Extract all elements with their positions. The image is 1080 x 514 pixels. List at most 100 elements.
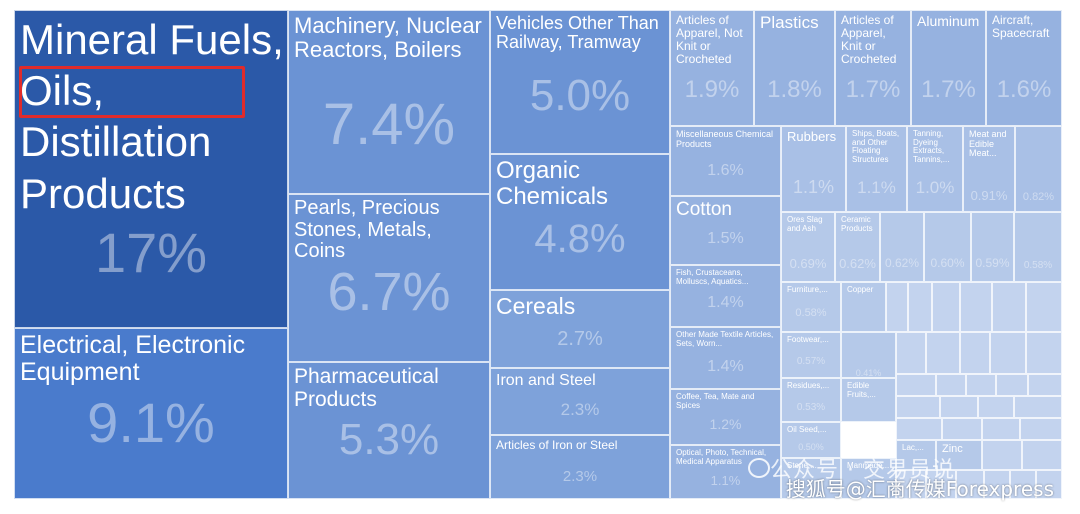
- tile-value: 0.82%: [1022, 190, 1055, 203]
- treemap-tile-plastics-11[interactable]: Plastics 1.8%: [754, 10, 835, 126]
- treemap-tile-ships-boats-and-other-floating-structure-22[interactable]: Ships, Boats, and Other Floating Structu…: [846, 126, 907, 212]
- tile-label: Cereals: [496, 293, 576, 319]
- treemap-tile-small-3[interactable]: [960, 282, 992, 332]
- treemap-tile-other-made-textile-articles-sets-worn-18[interactable]: Other Made Textile Articles, Sets, Worn.…: [670, 327, 781, 389]
- treemap-tile-rubbers-21[interactable]: Rubbers 1.1%: [781, 126, 846, 212]
- treemap-tile-articles-of-apparel-not-knit-or-crochete-10[interactable]: Articles of Apparel, Not Knit or Crochet…: [670, 10, 754, 126]
- treemap-tile-small-20[interactable]: [896, 418, 942, 440]
- treemap-tile-small-31[interactable]: [1036, 470, 1062, 499]
- tile-label: Machinery, Nuclear Reactors, Boilers: [294, 13, 482, 62]
- treemap-tile-small-12[interactable]: [936, 374, 966, 396]
- treemap-tile-copper-33[interactable]: Copper: [841, 282, 886, 332]
- treemap-tile-small-21[interactable]: [942, 418, 982, 440]
- treemap-tile-small-2[interactable]: [932, 282, 960, 332]
- treemap-tile-small-6[interactable]: [896, 332, 926, 374]
- treemap-tile-small-8[interactable]: [960, 332, 990, 374]
- tile-label: Articles of Iron or Steel: [496, 438, 618, 452]
- tile-label: Meat and Edible Meat...: [969, 129, 1007, 159]
- treemap-tile-aircraft-spacecraft-14[interactable]: Aircraft, Spacecraft 1.6%: [986, 10, 1062, 126]
- treemap-tile-small-30[interactable]: [1010, 470, 1036, 499]
- treemap-tile-articles-of-iron-or-steel-9[interactable]: Articles of Iron or Steel 2.3%: [490, 435, 670, 499]
- treemap-tile-oil-seed-38[interactable]: Oil Seed,... 0.50%: [781, 422, 841, 458]
- treemap-tile-small-16[interactable]: [896, 396, 940, 418]
- treemap-tile-machinery-nuclear-reactors-boilers-2[interactable]: Machinery, Nuclear Reactors, Boilers 7.4%: [288, 10, 490, 194]
- treemap-tile-edible-fruits-37[interactable]: Edible Fruits,...: [841, 378, 896, 422]
- watermark-source: 搜狐号@汇商传媒Forexpress: [785, 477, 1054, 501]
- tile-value: 1.5%: [707, 230, 744, 248]
- treemap-tile-ceramic-products-27[interactable]: Ceramic Products 0.62%: [835, 212, 880, 282]
- treemap-tile-stone-41[interactable]: Stone,...: [781, 458, 841, 499]
- treemap-tile-small-0[interactable]: [886, 282, 908, 332]
- tile-value: 0.60%: [930, 256, 965, 271]
- treemap-tile-small-25[interactable]: [1022, 440, 1062, 470]
- tile-value: 6.7%: [327, 262, 451, 323]
- treemap-tile-item-25[interactable]: 0.82%: [1015, 126, 1062, 212]
- treemap-tile-furniture-32[interactable]: Furniture,... 0.58%: [781, 282, 841, 332]
- treemap-tile-item-28[interactable]: 0.62%: [880, 212, 924, 282]
- treemap-tile-small-22[interactable]: [982, 418, 1020, 440]
- treemap-tile-small-24[interactable]: [982, 440, 1022, 470]
- treemap-tile-pharmaceutical-products-4[interactable]: Pharmaceutical Products 5.3%: [288, 362, 490, 499]
- treemap-tile-small-10[interactable]: [1026, 332, 1062, 374]
- treemap-tile-fish-crustaceans-molluscs-aquatics-17[interactable]: Fish, Crustaceans, Molluscs, Aquatics...…: [670, 265, 781, 327]
- tile-value: 1.7%: [921, 75, 976, 103]
- treemap-tile-item-31[interactable]: 0.58%: [1014, 212, 1062, 282]
- treemap-tile-manmade-42[interactable]: Manmade...: [841, 458, 896, 499]
- wechat-icon: [748, 458, 770, 478]
- treemap-tile-optical-photo-technical-medical-apparatu-20[interactable]: Optical, Photo, Technical, Medical Appar…: [670, 445, 781, 499]
- tile-value: 1.1%: [857, 177, 896, 197]
- tile-label: Optical, Photo, Technical, Medical Appar…: [676, 448, 767, 466]
- treemap-tile-electrical-electronic-equipment-1[interactable]: Electrical, Electronic Equipment 9.1%: [14, 328, 288, 499]
- treemap-tile-small-26[interactable]: [896, 470, 926, 499]
- treemap-tile-articles-of-apparel-knit-or-crocheted-12[interactable]: Articles of Apparel, Knit or Crocheted 1.…: [835, 10, 911, 126]
- treemap-tile-coffee-tea-mate-and-spices-19[interactable]: Coffee, Tea, Mate and Spices 1.2%: [670, 389, 781, 445]
- treemap-tile-ores-slag-and-ash-26[interactable]: Ores Slag and Ash 0.69%: [781, 212, 835, 282]
- treemap-tile-iron-and-steel-8[interactable]: Iron and Steel 2.3%: [490, 368, 670, 435]
- treemap-tile-item-35[interactable]: 0.41%: [841, 332, 896, 378]
- treemap-tile-vehicles-other-than-railway-tramway-5[interactable]: Vehicles Other Than Railway, Tramway 5.0%: [490, 10, 670, 154]
- tile-label: Coffee, Tea, Mate and Spices: [676, 392, 755, 410]
- treemap-tile-meat-and-edible-meat-24[interactable]: Meat and Edible Meat... 0.91%: [963, 126, 1015, 212]
- treemap-tile-tanning-dyeing-extracts-tannins-23[interactable]: Tanning, Dyeing Extracts, Tannins,... 1.0…: [907, 126, 963, 212]
- tile-label: Stone,...: [787, 461, 817, 470]
- tile-value: 4.8%: [534, 217, 626, 261]
- treemap-tile-small-28[interactable]: [956, 470, 984, 499]
- treemap-tile-zinc-40[interactable]: Zinc: [936, 440, 982, 470]
- tile-value: 0.53%: [796, 401, 826, 413]
- treemap-tile-small-19[interactable]: [1014, 396, 1062, 418]
- treemap-tile-small-29[interactable]: [984, 470, 1010, 499]
- tile-label: Lac,...: [902, 443, 924, 452]
- tile-label: Ores Slag and Ash: [787, 215, 823, 233]
- treemap-tile-small-9[interactable]: [990, 332, 1026, 374]
- treemap-tile-small-18[interactable]: [978, 396, 1014, 418]
- treemap-tile-item-29[interactable]: 0.60%: [924, 212, 971, 282]
- treemap-tile-residues-36[interactable]: Residues,... 0.53%: [781, 378, 841, 422]
- tile-value: 1.4%: [707, 358, 744, 376]
- treemap-tile-small-13[interactable]: [966, 374, 996, 396]
- treemap-tile-small-4[interactable]: [992, 282, 1026, 332]
- treemap-tile-cereals-7[interactable]: Cereals 2.7%: [490, 290, 670, 368]
- treemap-tile-organic-chemicals-6[interactable]: Organic Chemicals 4.8%: [490, 154, 670, 290]
- treemap-tile-lac-39[interactable]: Lac,...: [896, 440, 936, 470]
- treemap-tile-cotton-16[interactable]: Cotton 1.5%: [670, 196, 781, 265]
- tile-value: 1.2%: [709, 416, 742, 433]
- treemap-tile-small-11[interactable]: [896, 374, 936, 396]
- treemap-tile-pearls-precious-stones-metals-coins-3[interactable]: Pearls, Precious Stones, Metals, Coins 6.…: [288, 194, 490, 362]
- treemap-tile-small-15[interactable]: [1028, 374, 1062, 396]
- tile-value: 0.62%: [884, 256, 920, 271]
- tile-label: Residues,...: [787, 381, 830, 390]
- treemap-tile-small-5[interactable]: [1026, 282, 1062, 332]
- treemap-tile-item-30[interactable]: 0.59%: [971, 212, 1014, 282]
- tile-value: 5.0%: [529, 70, 631, 120]
- treemap-tile-aluminum-13[interactable]: Aluminum 1.7%: [911, 10, 986, 126]
- treemap-tile-small-14[interactable]: [996, 374, 1028, 396]
- tile-value: 1.4%: [707, 294, 744, 312]
- treemap-tile-small-17[interactable]: [940, 396, 978, 418]
- treemap-tile-small-23[interactable]: [1020, 418, 1062, 440]
- treemap-tile-mineral-fuels-oils-distillation-products-0[interactable]: Mineral Fuels, Oils, Distillation Produc…: [14, 10, 288, 328]
- treemap-tile-small-27[interactable]: [926, 470, 956, 499]
- treemap-tile-miscellaneous-chemical-products-15[interactable]: Miscellaneous Chemical Products 1.6%: [670, 126, 781, 196]
- treemap-tile-small-7[interactable]: [926, 332, 960, 374]
- treemap-tile-footwear-34[interactable]: Footwear,... 0.57%: [781, 332, 841, 378]
- treemap-tile-small-1[interactable]: [908, 282, 932, 332]
